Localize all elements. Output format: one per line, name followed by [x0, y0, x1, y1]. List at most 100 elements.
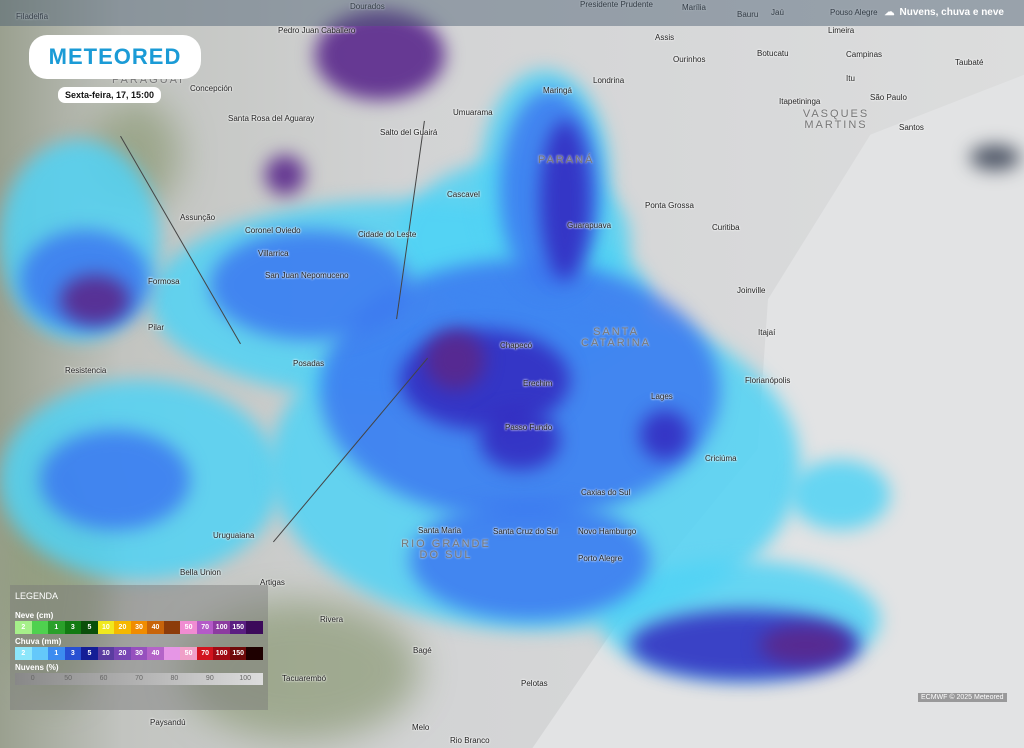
snow-swatch: 50 — [180, 621, 197, 634]
rain-swatch: 150 — [229, 647, 247, 660]
layer-label: Nuvens, chuva e neve — [899, 7, 1005, 18]
city-label: Melo — [412, 723, 430, 732]
region-label: SANTA CATARINA — [581, 326, 651, 349]
snow-swatch: 40 — [147, 621, 164, 634]
city-label: São Paulo — [870, 93, 907, 102]
city-label: Concepción — [190, 84, 233, 93]
city-label: Limeira — [828, 26, 855, 35]
city-label: Pilar — [148, 323, 165, 332]
region-label: PARAGUAI — [112, 74, 185, 86]
city-label: Taubaté — [955, 58, 984, 67]
city-label: Novo Hamburgo — [578, 527, 637, 536]
cloud-step: 80 — [170, 675, 179, 682]
snow-swatch: 150 — [229, 621, 247, 634]
city-label: Cidade do Leste — [358, 230, 417, 239]
city-label: Dourados — [350, 2, 385, 11]
snow-swatch: 10 — [97, 621, 115, 634]
snow-swatch — [246, 621, 263, 634]
meteored-logo[interactable]: METEORED — [29, 35, 201, 79]
city-label: Itapetininga — [779, 97, 821, 106]
snow-swatch: 100 — [213, 621, 230, 634]
city-label: Bauru — [737, 10, 759, 19]
city-label: Jaú — [771, 8, 784, 17]
snow-swatch: 20 — [114, 621, 131, 634]
city-label: Bagé — [413, 646, 432, 655]
city-label: Santa Cruz do Sul — [493, 527, 558, 536]
snow-swatch — [163, 621, 181, 634]
rain-scale: 2 1 3 5 10 20 30 40 50 70 100 150 — [15, 647, 263, 660]
snow-swatch: 70 — [196, 621, 214, 634]
city-label: Santa Maria — [418, 526, 462, 535]
layer-selector[interactable]: ☁ Nuvens, chuva e neve — [885, 7, 1005, 18]
cloud-step: 0 — [30, 675, 35, 682]
cloud-step: 60 — [99, 675, 108, 682]
snow-swatch: 5 — [81, 621, 98, 634]
cloud-step: 50 — [64, 675, 73, 682]
rain-scale-label: Chuva (mm) — [15, 637, 62, 646]
city-label: Cascavel — [447, 190, 480, 199]
rain-swatch: 70 — [196, 647, 214, 660]
legend-title: LEGENDA — [15, 591, 59, 601]
city-label: Santa Rosa del Aguaray — [228, 114, 315, 123]
city-label: Assunção — [180, 213, 216, 222]
rain-swatch: 1 — [48, 647, 65, 660]
city-label: Tacuarembó — [282, 674, 327, 683]
city-label: Rivera — [320, 615, 344, 624]
snow-scale-label: Neve (cm) — [15, 611, 54, 620]
cloud-step: 90 — [205, 675, 214, 682]
cloud-scale: 0 50 60 70 80 90 100 — [15, 673, 263, 685]
rain-swatch — [31, 647, 49, 660]
cloud-step: 100 — [239, 675, 252, 682]
city-label: Lages — [651, 392, 673, 401]
cloud-scale-label: Nuvens (%) — [15, 663, 59, 672]
region-label: RIO GRANDE DO SUL — [401, 538, 491, 561]
city-label: Formosa — [148, 277, 180, 286]
city-label: Florianópolis — [745, 376, 791, 385]
city-label: Posadas — [293, 359, 325, 368]
rain-swatch: 10 — [97, 647, 115, 660]
rain-swatch: 50 — [180, 647, 197, 660]
city-label: Filadelfia — [16, 12, 49, 21]
city-label: Guarapuava — [567, 221, 612, 230]
city-label: Curitiba — [712, 223, 740, 232]
city-label: Itajaí — [758, 328, 776, 337]
city-label: Botucatu — [757, 49, 789, 58]
city-label: Artigas — [260, 578, 285, 587]
rain-swatch — [163, 647, 181, 660]
city-label: Joinville — [737, 286, 766, 295]
city-label: Ourinhos — [673, 55, 706, 64]
city-label: Pelotas — [521, 679, 548, 688]
city-label: Santos — [899, 123, 924, 132]
top-bar: ☁ Nuvens, chuva e neve — [0, 0, 1024, 26]
city-label: Pedro Juan Caballero — [278, 26, 356, 35]
city-label: Coronel Oviedo — [245, 226, 301, 235]
rain-swatch: 30 — [130, 647, 148, 660]
city-label: Bella Union — [180, 568, 221, 577]
snow-swatch: 2 — [15, 621, 32, 634]
city-label: Pouso Alegre — [830, 8, 878, 17]
city-label: Maringá — [543, 86, 572, 95]
rain-swatch — [246, 647, 263, 660]
rain-swatch: 2 — [15, 647, 32, 660]
legend: LEGENDA Neve (cm) 2 1 3 5 10 20 30 40 50 70 100 150… — [10, 585, 268, 710]
rain-swatch: 40 — [147, 647, 164, 660]
city-label: Chapecó — [500, 341, 533, 350]
city-label: Itu — [846, 74, 855, 83]
city-label: Criciúma — [705, 454, 737, 463]
city-label: Londrina — [593, 76, 625, 85]
region-label: PARANÁ — [538, 154, 595, 166]
snow-swatch: 1 — [48, 621, 65, 634]
rain-swatch: 5 — [81, 647, 98, 660]
city-label: Assis — [655, 33, 675, 42]
city-label: Campinas — [846, 50, 883, 59]
credit-label: ECMWF © 2025 Meteored — [918, 693, 1007, 702]
forecast-datetime[interactable]: Sexta-feira, 17, 15:00 — [58, 87, 162, 103]
rain-swatch: 100 — [213, 647, 230, 660]
city-label: Paysandú — [150, 718, 186, 727]
rain-swatch: 20 — [114, 647, 131, 660]
city-label: Passo Fundo — [505, 423, 553, 432]
region-label: VASQUES MARTINS — [802, 108, 870, 131]
cloud-step: 70 — [135, 675, 143, 682]
city-label: Villarrica — [258, 249, 289, 258]
